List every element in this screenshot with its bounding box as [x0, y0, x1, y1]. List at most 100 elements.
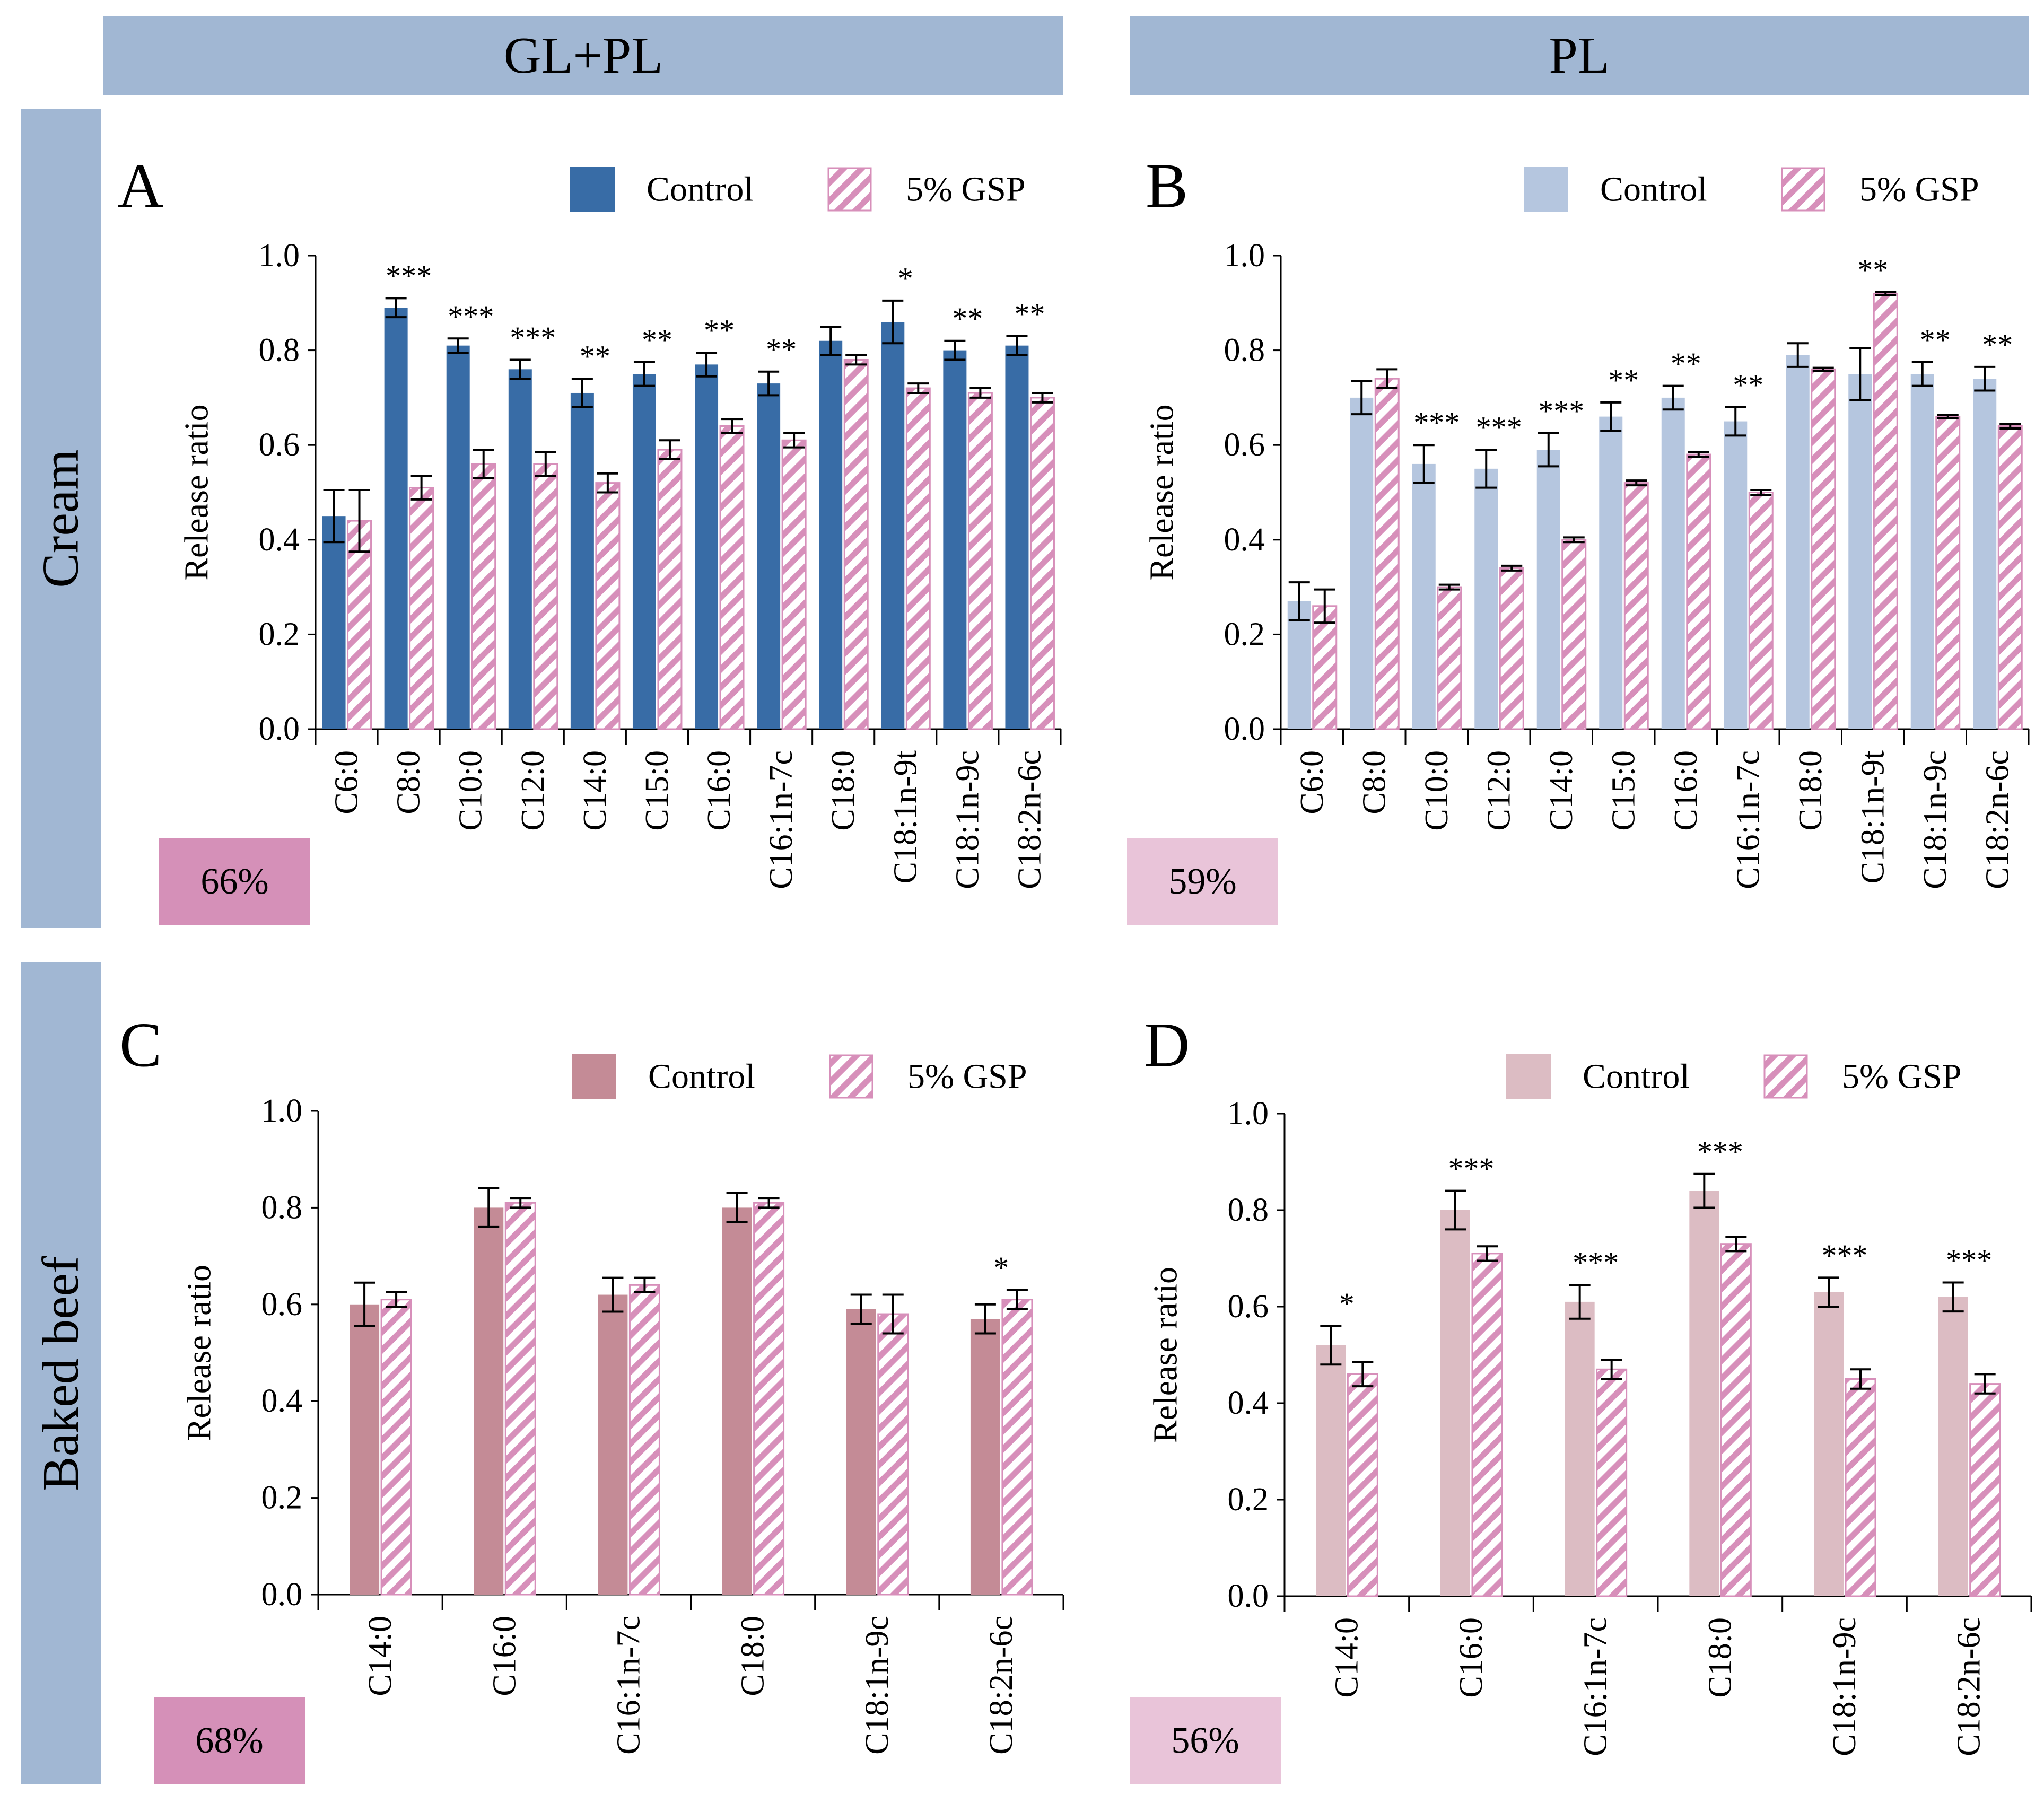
panel-d-category-label: C14:0 — [1329, 1617, 1365, 1698]
panel-d-bar-gsp — [1969, 1383, 2001, 1597]
panel-d-y-tick-label: 0.0 — [1228, 1578, 1269, 1614]
panel-d-category-label: C16:1n-7c — [1578, 1617, 1614, 1756]
panel-b-y-tick-label: 0.2 — [1224, 616, 1265, 652]
panel-b-bar-control — [1599, 416, 1623, 729]
panel-a-bar-gsp — [781, 439, 807, 730]
panel-a-bar-control — [508, 369, 532, 729]
panel-b-bar-gsp — [1561, 539, 1587, 730]
panel-b-category-label: C14:0 — [1543, 750, 1579, 831]
badge-panel-c: 68% — [154, 1697, 305, 1784]
panel-a-category-label: C6:0 — [329, 750, 365, 815]
badge-panel-d-text: 56% — [1171, 1720, 1239, 1761]
panel-d-bar-control — [1316, 1345, 1346, 1596]
panel-d-category-label: C16:0 — [1453, 1617, 1489, 1698]
panel-a-category-label: C16:0 — [701, 750, 737, 831]
panel-b-y-tick-label: 0.4 — [1224, 522, 1265, 558]
panel-c-label: C — [119, 1010, 162, 1080]
panel-c-bar-control — [474, 1207, 504, 1595]
panel-b-category-label: C16:1n-7c — [1730, 750, 1766, 889]
panel-d-y-tick-label: 0.2 — [1228, 1482, 1269, 1518]
panel-d-y-tick-label: 0.6 — [1228, 1289, 1269, 1325]
badge-panel-b-text: 59% — [1168, 861, 1237, 902]
panel-a-category-label: C18:2n-6c — [1011, 750, 1047, 889]
badge-panel-a: 66% — [159, 838, 310, 925]
panel-b-significance-marker: *** — [1538, 393, 1584, 428]
chart-panel-c: C 0.0 0.2 0.4 0.6 0.8 1.0 Release ratio C14:0 C16… — [119, 1010, 1064, 1755]
row-header-baked-beef: Baked beef — [21, 962, 101, 1784]
panel-a-category-label: C12:0 — [515, 750, 551, 831]
panel-a-significance-marker: *** — [448, 299, 494, 334]
panel-c-y-tick-label: 0.6 — [261, 1286, 303, 1323]
panel-c-bar-control — [970, 1319, 1000, 1595]
panel-c-y-tick-label: 0.4 — [261, 1383, 303, 1419]
panel-a-legend-label-control: Control — [647, 170, 754, 209]
panel-d-legend-swatch-control — [1506, 1054, 1551, 1099]
panel-a-significance-marker: ** — [642, 322, 672, 357]
panel-a-significance-marker: ** — [704, 313, 735, 348]
panel-a-y-tick-label: 1.0 — [259, 238, 300, 274]
panel-d-legend-label-gsp: 5% GSP — [1842, 1057, 1962, 1096]
row-header-cream: Cream — [21, 109, 101, 928]
column-header-pl-label: PL — [1549, 27, 1610, 84]
panel-a-significance-marker: ** — [766, 332, 797, 366]
panel-b-significance-marker: *** — [1476, 410, 1522, 445]
panel-d-bar-control — [1440, 1210, 1470, 1596]
badge-panel-c-text: 68% — [195, 1720, 264, 1761]
panel-a-bar-control — [322, 516, 346, 729]
panel-b-bar-gsp — [1623, 482, 1649, 730]
panel-b-legend-label-control: Control — [1600, 170, 1707, 209]
panel-a-label: A — [118, 151, 164, 221]
panel-c-y-axis-label: Release ratio — [180, 1265, 218, 1441]
panel-d-bar-gsp — [1845, 1378, 1876, 1597]
panel-c-legend-swatch-control — [572, 1054, 616, 1099]
panel-c-bar-control — [350, 1304, 380, 1595]
panel-b-category-label: C18:2n-6c — [1979, 750, 2015, 889]
panel-d-legend-label-control: Control — [1583, 1057, 1690, 1096]
panel-b-bar-gsp — [1499, 567, 1524, 730]
panel-c-bar-gsp — [877, 1313, 909, 1596]
panel-a-significance-marker: * — [898, 261, 913, 295]
panel-b-label: B — [1146, 151, 1188, 221]
panel-c-legend-label-gsp: 5% GSP — [907, 1057, 1027, 1096]
panel-d-bar-control — [1938, 1297, 1968, 1596]
panel-a-category-label: C18:0 — [825, 750, 861, 831]
panel-a-bar-control — [757, 383, 781, 729]
panel-c-bar-control — [722, 1207, 752, 1595]
panel-b-significance-marker: ** — [1608, 363, 1639, 397]
panel-d-bar-control — [1814, 1292, 1844, 1596]
panel-a-category-label: C15:0 — [639, 750, 675, 831]
panel-d-category-label: C18:2n-6c — [1951, 1617, 1987, 1756]
panel-b-category-label: C8:0 — [1356, 750, 1392, 815]
panel-b-bar-control — [1724, 421, 1748, 729]
panel-a-bar-control — [819, 340, 843, 729]
panel-b-bar-control — [1474, 468, 1498, 729]
panel-b-y-tick-label: 0.8 — [1224, 332, 1265, 369]
panel-d-y-tick-label: 0.4 — [1228, 1385, 1269, 1421]
panel-d-y-tick-label: 1.0 — [1228, 1096, 1269, 1132]
panel-d-bar-control — [1689, 1191, 1719, 1596]
panel-d-bar-gsp — [1596, 1368, 1628, 1597]
panel-b-bar-gsp — [1437, 586, 1462, 730]
panel-b-bar-control — [1973, 379, 1997, 729]
panel-b-y-tick-label: 0.0 — [1224, 711, 1265, 747]
panel-b-bar-control — [1536, 450, 1560, 729]
panel-a-y-tick-label: 0.2 — [259, 616, 300, 652]
panel-c-bar-control — [598, 1294, 628, 1595]
panel-a-bar-gsp — [471, 463, 496, 730]
panel-a-legend-label-gsp: 5% GSP — [906, 170, 1026, 209]
panel-a-bar-gsp — [347, 520, 372, 730]
panel-c-category-label: C18:0 — [735, 1616, 771, 1696]
panel-a-y-tick-label: 0.6 — [259, 427, 300, 463]
panel-c-category-label: C18:2n-6c — [983, 1616, 1019, 1755]
panel-d-significance-marker: *** — [1697, 1134, 1743, 1169]
panel-a-bar-gsp — [657, 449, 683, 730]
panel-c-category-label: C16:1n-7c — [610, 1616, 647, 1755]
panel-b-bar-control — [1786, 355, 1810, 729]
panel-b-y-tick-label: 1.0 — [1224, 238, 1265, 274]
panel-c-category-label: C18:1n-9c — [859, 1616, 895, 1755]
panel-d-bar-control — [1565, 1301, 1595, 1596]
panel-b-category-label: C12:0 — [1481, 750, 1517, 831]
panel-d-category-label: C18:0 — [1702, 1617, 1738, 1698]
panel-c-bar-control — [846, 1309, 876, 1595]
panel-a-category-label: C8:0 — [391, 750, 427, 815]
